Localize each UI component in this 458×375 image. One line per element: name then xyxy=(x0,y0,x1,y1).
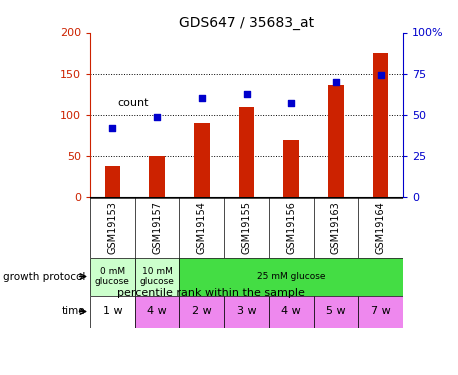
Bar xyxy=(284,140,299,198)
Bar xyxy=(373,53,388,198)
Text: 1 w: 1 w xyxy=(103,306,122,316)
Bar xyxy=(180,296,224,327)
Text: GSM19157: GSM19157 xyxy=(152,201,162,254)
Bar xyxy=(99,38,113,169)
Bar xyxy=(224,296,269,327)
Text: 25 mM glucose: 25 mM glucose xyxy=(257,272,326,281)
Point xyxy=(109,125,116,131)
Text: GSM19153: GSM19153 xyxy=(107,201,117,254)
Text: 2 w: 2 w xyxy=(192,306,212,316)
Point xyxy=(153,114,161,120)
Bar xyxy=(90,258,135,296)
Bar xyxy=(269,296,314,327)
Point xyxy=(288,100,295,106)
Text: 4 w: 4 w xyxy=(281,306,301,316)
Text: percentile rank within the sample: percentile rank within the sample xyxy=(118,288,305,297)
Title: GDS647 / 35683_at: GDS647 / 35683_at xyxy=(179,16,314,30)
Text: count: count xyxy=(118,98,149,108)
Text: 7 w: 7 w xyxy=(371,306,391,316)
Bar xyxy=(104,166,120,198)
Bar xyxy=(135,296,180,327)
Text: GSM19154: GSM19154 xyxy=(197,201,207,254)
Bar xyxy=(194,123,210,198)
Point xyxy=(103,356,110,362)
Point xyxy=(332,79,339,85)
Text: GSM19155: GSM19155 xyxy=(241,201,251,254)
Text: GSM19164: GSM19164 xyxy=(376,201,386,254)
Text: 10 mM
glucose: 10 mM glucose xyxy=(140,267,174,286)
Text: 0 mM
glucose: 0 mM glucose xyxy=(95,267,130,286)
Bar xyxy=(358,296,403,327)
Text: time: time xyxy=(62,306,86,316)
Point xyxy=(377,72,384,78)
Point xyxy=(243,90,250,96)
Text: GSM19163: GSM19163 xyxy=(331,201,341,254)
Text: 5 w: 5 w xyxy=(326,306,346,316)
Bar xyxy=(149,156,165,198)
Point xyxy=(198,96,206,102)
Text: growth protocol: growth protocol xyxy=(3,272,86,282)
Bar xyxy=(239,107,254,198)
Bar xyxy=(90,296,135,327)
Bar xyxy=(314,296,358,327)
Text: GSM19156: GSM19156 xyxy=(286,201,296,254)
Bar xyxy=(328,85,344,198)
Text: 3 w: 3 w xyxy=(237,306,256,316)
Bar xyxy=(180,258,403,296)
Bar xyxy=(135,258,180,296)
Text: 4 w: 4 w xyxy=(147,306,167,316)
